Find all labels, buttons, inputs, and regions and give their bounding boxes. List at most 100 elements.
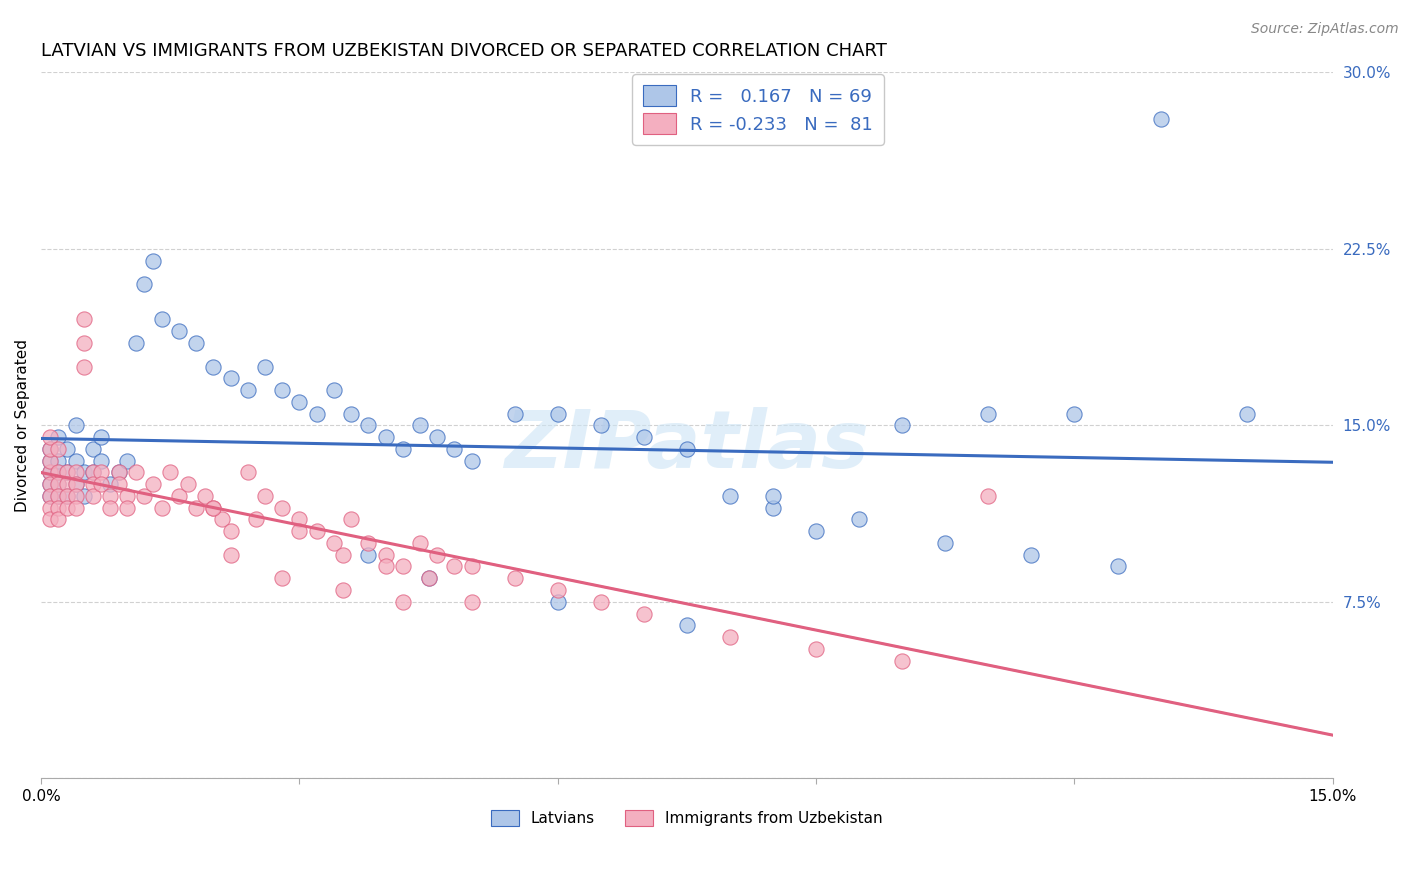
Point xyxy=(547,582,569,597)
Point xyxy=(38,442,60,456)
Point xyxy=(38,512,60,526)
Point xyxy=(56,477,79,491)
Point xyxy=(426,548,449,562)
Point xyxy=(848,512,870,526)
Point xyxy=(73,336,96,351)
Point xyxy=(176,477,198,491)
Point xyxy=(409,536,432,550)
Point xyxy=(633,430,655,444)
Point xyxy=(1149,112,1171,127)
Point xyxy=(38,489,60,503)
Point xyxy=(38,466,60,480)
Point xyxy=(460,559,482,574)
Point xyxy=(332,582,354,597)
Point xyxy=(718,630,741,644)
Point xyxy=(38,442,60,456)
Point xyxy=(391,442,413,456)
Point xyxy=(977,407,1000,421)
Point xyxy=(418,571,440,585)
Point xyxy=(443,442,465,456)
Point xyxy=(56,466,79,480)
Point xyxy=(589,595,612,609)
Point xyxy=(409,418,432,433)
Point xyxy=(134,489,156,503)
Point xyxy=(65,500,87,515)
Point xyxy=(90,466,112,480)
Point xyxy=(167,324,190,338)
Point xyxy=(46,477,69,491)
Point xyxy=(46,477,69,491)
Point xyxy=(391,595,413,609)
Point xyxy=(159,466,181,480)
Text: Source: ZipAtlas.com: Source: ZipAtlas.com xyxy=(1251,22,1399,37)
Point xyxy=(374,430,396,444)
Point xyxy=(65,489,87,503)
Point xyxy=(107,466,129,480)
Point xyxy=(253,489,276,503)
Point xyxy=(219,371,242,385)
Point xyxy=(38,489,60,503)
Point xyxy=(357,548,380,562)
Point xyxy=(762,500,785,515)
Point xyxy=(676,618,699,632)
Point xyxy=(804,524,827,539)
Point xyxy=(73,312,96,326)
Point xyxy=(56,442,79,456)
Point xyxy=(73,466,96,480)
Point xyxy=(107,466,129,480)
Point xyxy=(202,359,225,374)
Point xyxy=(589,418,612,433)
Point xyxy=(288,394,311,409)
Point xyxy=(98,500,121,515)
Point xyxy=(322,383,344,397)
Point xyxy=(56,489,79,503)
Point xyxy=(340,407,363,421)
Point xyxy=(65,466,87,480)
Point xyxy=(547,407,569,421)
Point xyxy=(38,453,60,467)
Point xyxy=(38,430,60,444)
Point xyxy=(1063,407,1085,421)
Point xyxy=(46,489,69,503)
Point xyxy=(305,524,328,539)
Point xyxy=(374,548,396,562)
Point xyxy=(762,489,785,503)
Point xyxy=(418,571,440,585)
Legend: Latvians, Immigrants from Uzbekistan: Latvians, Immigrants from Uzbekistan xyxy=(484,803,890,834)
Point xyxy=(46,453,69,467)
Point xyxy=(236,383,259,397)
Point xyxy=(46,466,69,480)
Point xyxy=(115,453,138,467)
Point xyxy=(503,571,526,585)
Point xyxy=(82,466,104,480)
Point xyxy=(460,453,482,467)
Point xyxy=(305,407,328,421)
Point xyxy=(56,466,79,480)
Point xyxy=(38,500,60,515)
Point xyxy=(65,477,87,491)
Point xyxy=(65,418,87,433)
Point xyxy=(46,512,69,526)
Point xyxy=(1107,559,1129,574)
Point xyxy=(340,512,363,526)
Point xyxy=(357,536,380,550)
Point xyxy=(503,407,526,421)
Point xyxy=(142,477,165,491)
Text: ZIPatlas: ZIPatlas xyxy=(505,408,869,485)
Point xyxy=(82,477,104,491)
Point xyxy=(676,442,699,456)
Point xyxy=(184,500,207,515)
Point xyxy=(184,336,207,351)
Point xyxy=(332,548,354,562)
Point xyxy=(98,489,121,503)
Point xyxy=(65,453,87,467)
Point xyxy=(38,466,60,480)
Point xyxy=(46,500,69,515)
Point xyxy=(38,477,60,491)
Point xyxy=(98,477,121,491)
Point xyxy=(150,500,173,515)
Point xyxy=(357,418,380,433)
Point xyxy=(288,512,311,526)
Point xyxy=(46,442,69,456)
Point xyxy=(194,489,217,503)
